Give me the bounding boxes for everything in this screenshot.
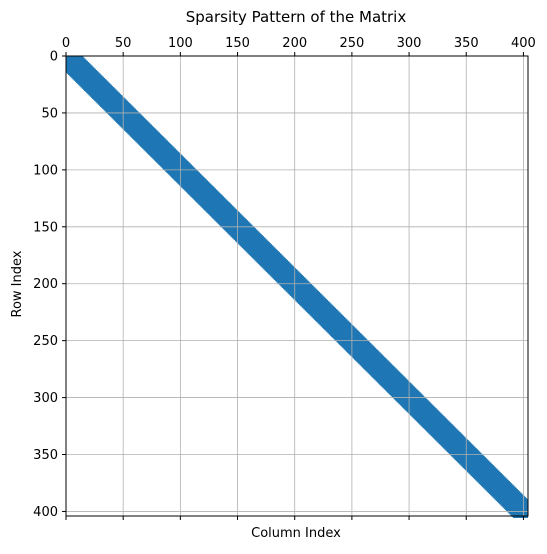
y-tick-label-1: 50	[41, 106, 58, 121]
x-tick-label-7: 350	[454, 36, 479, 51]
chart-title: Sparsity Pattern of the Matrix	[186, 8, 407, 26]
x-tick-label-0: 0	[62, 36, 70, 51]
y-tick-label-7: 350	[33, 448, 58, 463]
x-axis-label: Column Index	[251, 526, 341, 541]
x-tick-label-5: 250	[339, 36, 364, 51]
x-tick-label-6: 300	[397, 36, 422, 51]
plot-area: 0 50 100 150 200 250 300 350 400 0 50 100 150 200 250 3…	[33, 36, 536, 520]
x-tick-label-2: 100	[168, 36, 193, 51]
plot-frame	[65, 55, 529, 517]
y-tick-label-8: 400	[33, 505, 58, 520]
y-axis-label: Row Index	[10, 250, 25, 317]
band-row-403	[512, 512, 528, 518]
y-tick-label-0: 0	[50, 50, 58, 65]
y-tick-label-3: 150	[33, 220, 58, 235]
x-tick-label-8: 400	[511, 36, 536, 51]
y-axis-ticks: 0 50 100 150 200 250 300 350 400	[33, 50, 66, 520]
x-tick-label-1: 50	[115, 36, 132, 51]
y-tick-label-4: 200	[33, 277, 58, 292]
x-tick-label-3: 150	[225, 36, 250, 51]
x-tick-label-4: 200	[282, 36, 307, 51]
x-axis-ticks: 0 50 100 150 200 250 300 350 400	[62, 36, 536, 520]
y-tick-label-2: 100	[33, 163, 58, 178]
y-tick-label-6: 300	[33, 391, 58, 406]
y-tick-label-5: 250	[33, 334, 58, 349]
band-group	[66, 56, 528, 518]
